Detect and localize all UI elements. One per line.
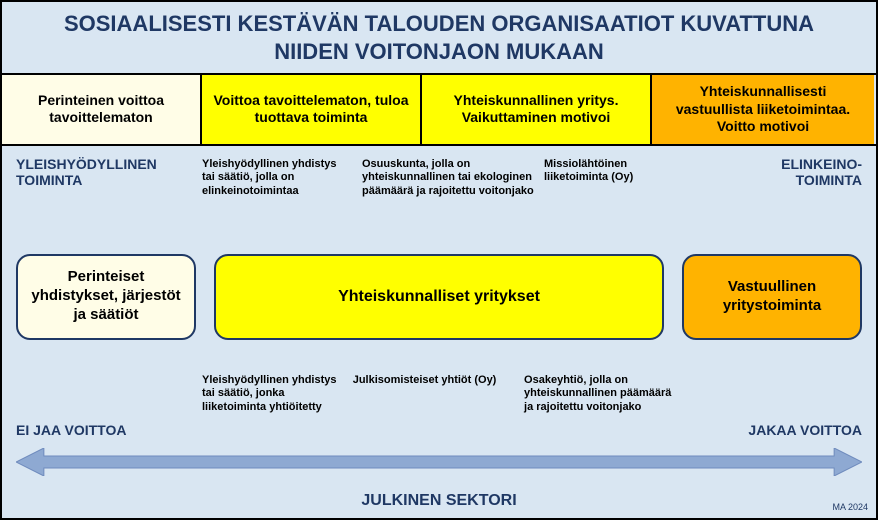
axis-label-bottom-left: EI JAA VOITTOA: [16, 422, 126, 438]
diagram-frame: SOSIAALISESTI KESTÄVÄN TALOUDEN ORGANISA…: [0, 0, 878, 520]
credit-label: MA 2024: [832, 502, 868, 512]
desc-row-top: Yleishyödyllinen yhdistys tai säätiö, jo…: [202, 158, 676, 199]
desc-bot-3: Osakeyhtiö, jolla on yhteiskunnallinen p…: [524, 374, 676, 415]
title-line1: SOSIAALISESTI KESTÄVÄN TALOUDEN ORGANISA…: [64, 11, 814, 36]
desc-bot-2: Julkisomisteiset yhtiöt (Oy): [353, 374, 514, 415]
footer-label: JULKINEN SEKTORI: [2, 492, 876, 510]
axis-label-bottom-right: JAKAA VOITTOA: [748, 422, 862, 438]
column-headers: Perinteinen voittoa tavoittelematon Voit…: [2, 75, 876, 146]
title-line2: NIIDEN VOITONJAON MUKAAN: [274, 39, 604, 64]
pill-social-enterprise: Yhteiskunnalliset yritykset: [214, 254, 664, 340]
desc-row-bottom: Yleishyödyllinen yhdistys tai säätiö, jo…: [202, 374, 676, 415]
desc-top-2: Osuuskunta, jolla on yhteiskunnallinen t…: [362, 158, 534, 199]
pill-responsible-business: Vastuullinen yritystoiminta: [682, 254, 862, 340]
axis-label-top-left: YLEISHYÖDYLLINEN TOIMINTA: [16, 156, 157, 190]
body-area: YLEISHYÖDYLLINEN TOIMINTA ELINKEINO- TOI…: [2, 146, 876, 516]
desc-top-1: Yleishyödyllinen yhdistys tai säätiö, jo…: [202, 158, 352, 199]
col-header-4: Yhteiskunnallisesti vastuullista liiketo…: [652, 75, 874, 144]
arrow-icon: [16, 448, 862, 476]
pill-row: Perinteiset yhdistykset, järjestöt ja sä…: [16, 254, 862, 340]
desc-bot-1: Yleishyödyllinen yhdistys tai säätiö, jo…: [202, 374, 343, 415]
axis-label-top-right: ELINKEINO- TOIMINTA: [781, 156, 862, 190]
col-header-3: Yhteiskunnallinen yritys. Vaikuttaminen …: [422, 75, 652, 144]
double-arrow: [16, 448, 862, 476]
pill-traditional: Perinteiset yhdistykset, järjestöt ja sä…: [16, 254, 196, 340]
title-bar: SOSIAALISESTI KESTÄVÄN TALOUDEN ORGANISA…: [2, 2, 876, 75]
col-header-2: Voittoa tavoittelematon, tuloa tuottava …: [202, 75, 422, 144]
desc-top-3: Missiolähtöinen liiketoiminta (Oy): [544, 158, 674, 199]
col-header-1: Perinteinen voittoa tavoittelematon: [2, 75, 202, 144]
